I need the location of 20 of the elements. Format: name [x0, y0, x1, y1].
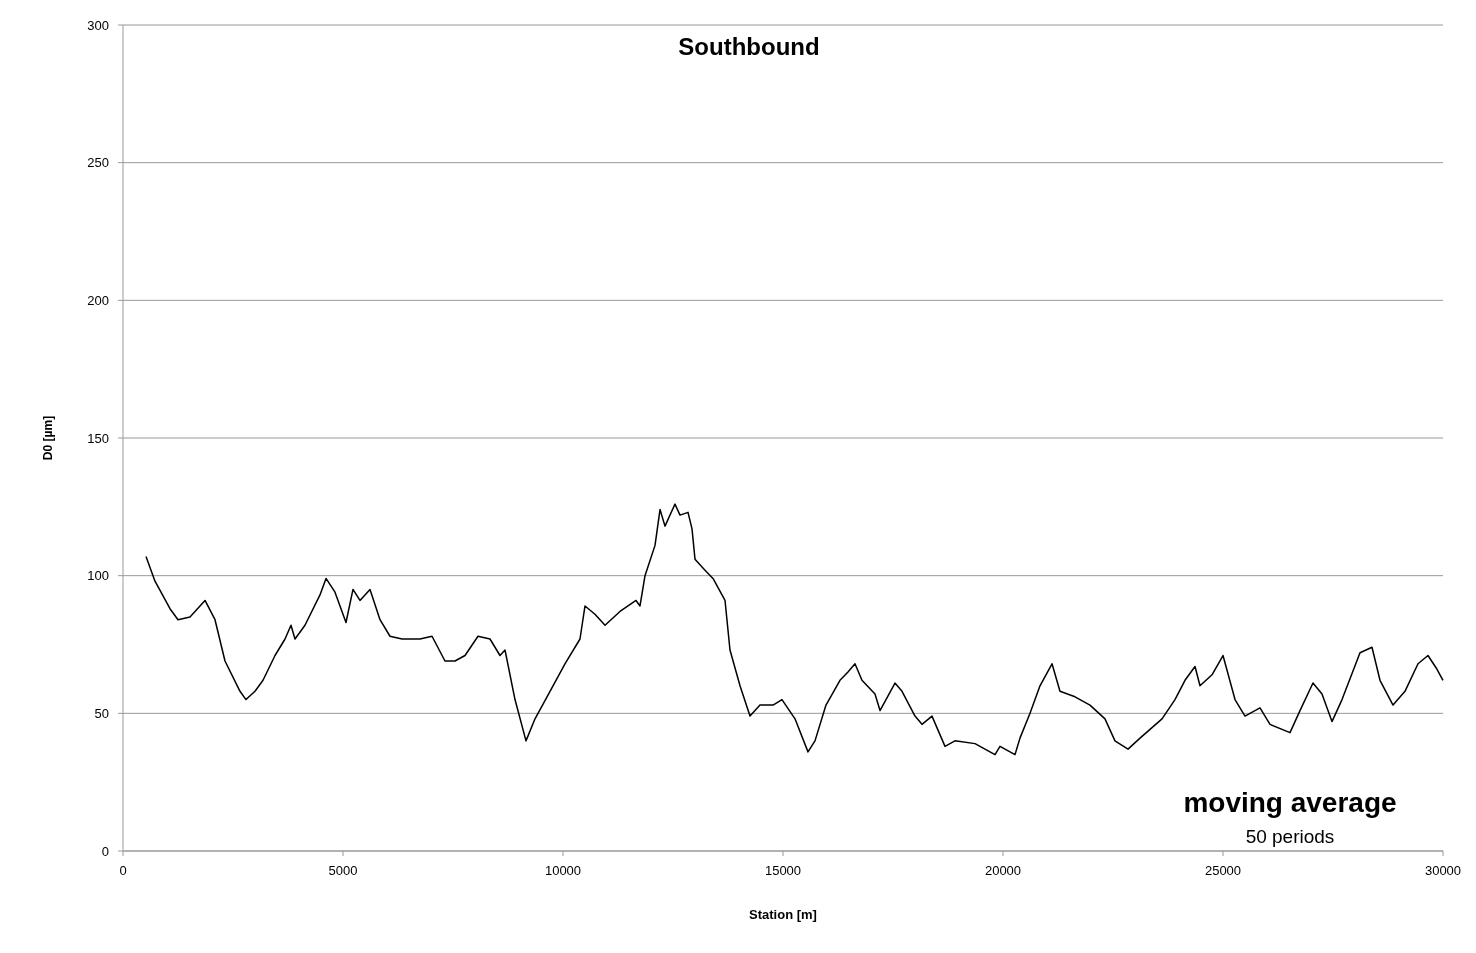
- chart-title: Southbound: [678, 33, 820, 60]
- x-tick-label: 0: [119, 863, 127, 878]
- y-tick-label: 150: [87, 430, 109, 446]
- y-tick-label: 50: [94, 705, 109, 721]
- x-tick-label: 15000: [764, 863, 802, 878]
- y-axis-title: D0 [µm]: [41, 415, 55, 461]
- y-tick-label: 300: [87, 17, 109, 33]
- x-axis-title: Station [m]: [749, 907, 817, 922]
- x-tick-label: 20000: [984, 863, 1022, 878]
- x-tick-label: 30000: [1424, 863, 1462, 878]
- y-tick-label: 250: [87, 155, 109, 171]
- line-series: [145, 503, 1444, 756]
- y-tick-label: 0: [101, 843, 109, 859]
- x-tick-label: 5000: [328, 863, 358, 878]
- x-tick-label: 10000: [544, 863, 582, 878]
- annotation: 50 periods: [1245, 826, 1335, 847]
- x-tick-label: 25000: [1204, 863, 1242, 878]
- y-tick-label: 200: [87, 292, 109, 308]
- annotation: moving average: [1183, 787, 1397, 818]
- y-tick-label: 100: [87, 568, 109, 584]
